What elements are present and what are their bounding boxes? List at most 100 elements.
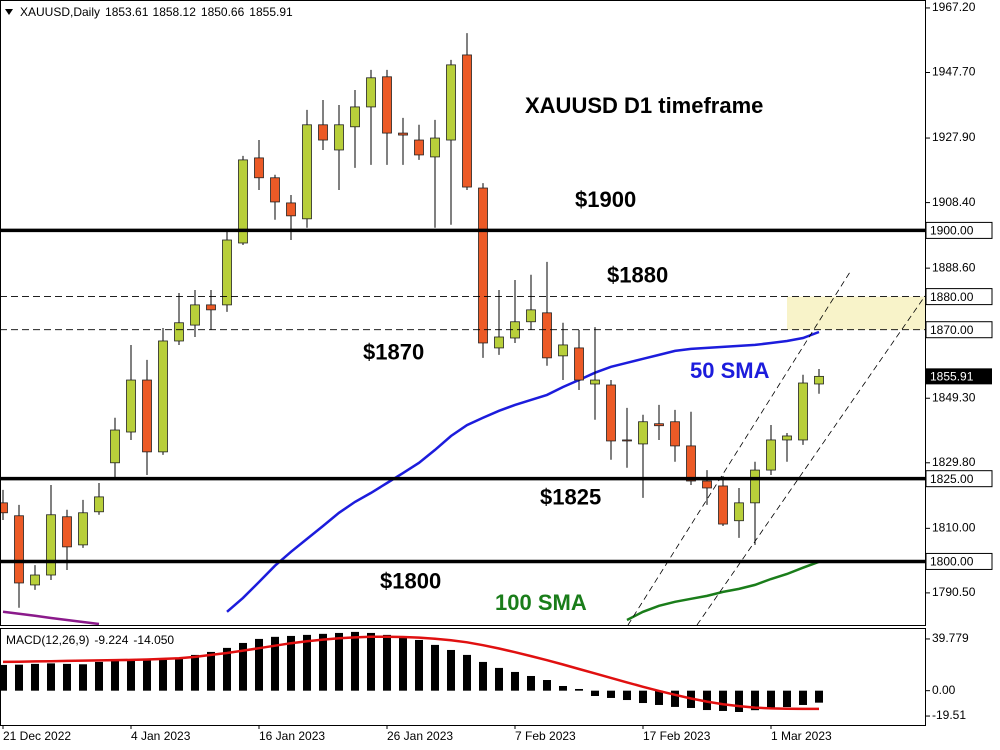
macd-bar <box>607 690 615 698</box>
macd-y-tick-label: 0.00 <box>932 683 956 697</box>
x-tick-label: 7 Feb 2023 <box>515 729 576 743</box>
ohlc-value: 1858.12 <box>153 5 197 19</box>
macd-bar <box>671 690 679 707</box>
macd-bar <box>207 651 215 691</box>
y-tick-label: 1849.30 <box>932 390 976 404</box>
macd-bar <box>543 680 551 691</box>
sma-line <box>626 560 820 622</box>
macd-bar <box>751 690 759 711</box>
macd-bar <box>575 688 583 691</box>
symbol: XAUUSD,Daily <box>20 5 100 19</box>
candle-body <box>814 375 824 385</box>
macd-bar <box>0 664 7 691</box>
level-axis-label: 1900.00 <box>930 224 974 238</box>
candle-body <box>238 159 248 244</box>
x-tick-label: 21 Dec 2022 <box>3 729 71 743</box>
macd-bar <box>351 631 359 691</box>
candle-body <box>190 304 200 326</box>
candle-body <box>462 54 472 188</box>
macd-bar <box>159 659 167 691</box>
candle-body <box>318 124 328 141</box>
level-axis-label: 1870.00 <box>930 323 974 337</box>
candle-body <box>606 384 616 442</box>
macd-bar <box>191 654 199 691</box>
candle-body <box>798 382 808 441</box>
x-tick-label: 16 Jan 2023 <box>259 729 325 743</box>
macd-bar <box>767 690 775 709</box>
chart-title: XAUUSD D1 timeframe <box>525 93 763 118</box>
macd-y-tick-label: 39.779 <box>932 631 969 645</box>
zone <box>787 296 925 330</box>
main-plot <box>0 33 925 625</box>
candle-body <box>590 379 600 385</box>
macd-bar <box>287 635 295 691</box>
candle-body <box>174 322 184 342</box>
macd-bar <box>431 644 439 691</box>
macd-bar <box>623 690 631 701</box>
level-axis-label: 1880.00 <box>930 290 974 304</box>
ohlc-value: 1855.91 <box>249 5 293 19</box>
macd-bar <box>335 632 343 691</box>
macd-y-tick-label: -19.51 <box>932 708 966 722</box>
macd-bar <box>255 638 263 691</box>
candle-body <box>494 336 504 349</box>
macd-bar <box>815 690 823 703</box>
macd-bar <box>799 690 807 705</box>
macd-bar <box>15 664 23 691</box>
candle-body <box>302 124 312 220</box>
menu-triangle[interactable] <box>5 9 13 15</box>
ohlc-value: 1850.66 <box>201 5 245 19</box>
candle-body <box>542 312 552 359</box>
candle-body <box>430 137 440 158</box>
candle-body <box>654 423 664 427</box>
candle-body <box>158 340 168 453</box>
y-tick-label: 1927.90 <box>932 130 976 144</box>
x-tick-label: 26 Jan 2023 <box>387 729 453 743</box>
channel <box>627 271 925 625</box>
candle-body <box>702 480 712 489</box>
channel-line <box>696 295 925 625</box>
macd-bar <box>399 636 407 691</box>
macd-bar <box>591 690 599 697</box>
candle-body <box>334 124 344 151</box>
level-label: $1880 <box>607 262 668 287</box>
candle-body <box>78 512 88 546</box>
y-tick-label: 1790.50 <box>932 585 976 599</box>
sma-line <box>226 330 820 613</box>
candle-body <box>46 514 56 576</box>
candle-body <box>62 516 72 548</box>
macd-bar <box>175 658 183 691</box>
signal-line <box>2 635 819 711</box>
x-tick-label: 1 Mar 2023 <box>771 729 832 743</box>
y-tick-label: 1967.20 <box>932 0 976 14</box>
x-tick-label: 17 Feb 2023 <box>643 729 711 743</box>
sma-label: 100 SMA <box>495 590 587 615</box>
candle-body <box>750 469 760 504</box>
sma-label: 50 SMA <box>690 358 770 383</box>
x-tick-label: 4 Jan 2023 <box>131 729 191 743</box>
symbol-header: XAUUSD,Daily 1853.61 1858.12 1850.66 1855.91 <box>20 5 293 19</box>
macd-bar <box>79 664 87 691</box>
candle-body <box>686 445 696 482</box>
candle-body <box>638 421 648 445</box>
macd-bar <box>31 663 39 691</box>
macd-bar <box>463 654 471 691</box>
macd-bar <box>415 639 423 691</box>
level-axis-label: 1825.00 <box>930 472 974 486</box>
macd-bar <box>655 690 663 705</box>
candle-body <box>558 344 568 357</box>
macd-bar <box>319 633 327 691</box>
macd-bar <box>111 660 119 691</box>
y-tick-label: 1810.00 <box>932 521 976 535</box>
macd-bar <box>447 649 455 691</box>
candle-body <box>0 502 8 514</box>
macd-bar <box>367 632 375 691</box>
candle-body <box>350 106 360 128</box>
macd-bar <box>527 675 535 691</box>
macd-title: MACD(12,26,9) <box>6 633 89 647</box>
macd-bar <box>719 690 727 711</box>
macd-bar <box>783 690 791 708</box>
sma-line <box>2 610 100 625</box>
